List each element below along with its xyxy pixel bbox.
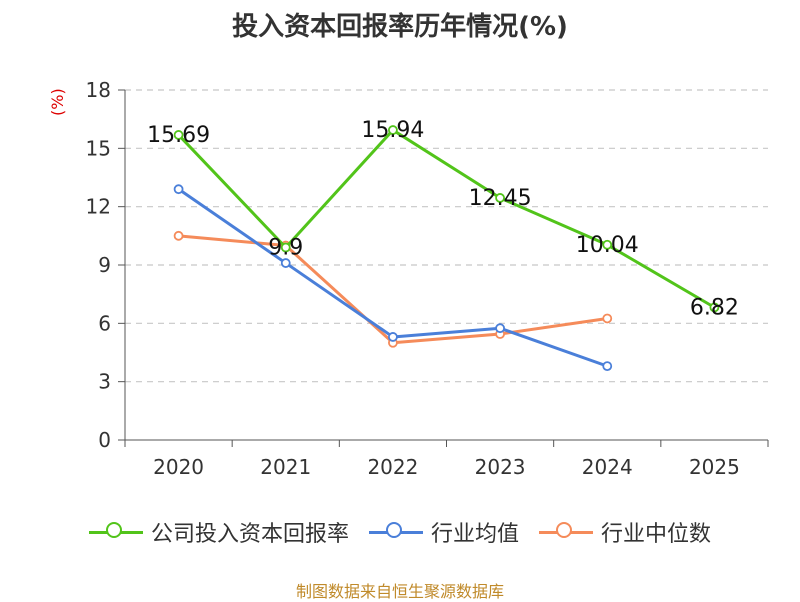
data-point	[602, 239, 613, 250]
data-point	[173, 230, 184, 241]
legend-swatch	[539, 520, 593, 544]
data-point	[495, 193, 505, 203]
y-tick-label: 3	[98, 370, 111, 394]
legend-item[interactable]: 行业中位数	[539, 516, 711, 548]
data-point	[709, 302, 720, 313]
x-tick-label: 2023	[475, 455, 526, 479]
x-tick-label: 2024	[582, 455, 633, 479]
data-label: 15.69	[147, 123, 210, 148]
legend-item[interactable]: 公司投入资本回报率	[88, 516, 349, 548]
y-tick-label: 12	[86, 195, 111, 219]
legend-label: 公司投入资本回报率	[150, 522, 349, 547]
chart-title: 投入资本回报率历年情况(%)	[232, 12, 568, 42]
legend-swatch	[88, 520, 143, 544]
y-tick-label: 9	[98, 253, 111, 277]
data-point	[602, 313, 613, 324]
data-point	[388, 125, 398, 135]
data-labels: 15.69 9.9 15.94 12.45 10.04 6.82	[147, 118, 739, 320]
series-line-0	[177, 128, 716, 309]
legend-item[interactable]: 行业均值	[368, 516, 519, 548]
data-point	[280, 242, 291, 253]
y-tick-label: 0	[98, 428, 111, 452]
series-lines	[173, 125, 720, 372]
data-label: 6.82	[690, 295, 739, 320]
data-label: 15.94	[361, 118, 424, 143]
axes: 0 3 6 9 12 15 18 2020 2021 2022 2023 2024 2025	[86, 78, 769, 479]
data-label: 9.9	[268, 236, 303, 261]
data-point	[495, 323, 505, 334]
grid-lines	[125, 89, 768, 383]
y-tick-label: 18	[86, 78, 111, 102]
legend: 公司投入资本回报率 行业均值 行业中位数	[0, 516, 800, 548]
series-line-2	[178, 234, 608, 345]
legend-label: 行业中位数	[601, 522, 712, 547]
legend-swatch	[368, 520, 423, 544]
legend-label: 行业均值	[430, 522, 519, 547]
data-point	[388, 332, 398, 342]
source-note: 制图数据来自恒生聚源数据库	[295, 582, 504, 601]
x-tick-label: 2022	[367, 455, 418, 479]
y-tick-label: 15	[86, 136, 111, 160]
data-label: 10.04	[576, 233, 639, 258]
x-tick-label: 2025	[689, 455, 740, 479]
data-point	[173, 130, 184, 140]
data-point	[173, 184, 184, 195]
y-tick-label: 6	[98, 311, 111, 335]
data-label: 12.45	[469, 186, 532, 211]
x-tick-label: 2020	[153, 455, 204, 479]
x-tick-label: 2021	[260, 455, 311, 479]
data-point	[280, 258, 291, 268]
data-point	[602, 361, 613, 372]
